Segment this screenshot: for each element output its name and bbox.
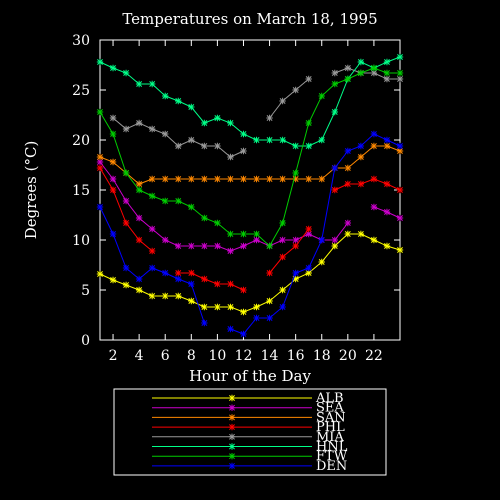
x-tick-label: 4 <box>135 348 144 364</box>
legend-marker-den <box>228 462 236 470</box>
x-tick-label: 14 <box>261 348 279 364</box>
series-line-ftw <box>99 67 400 247</box>
data-point-phl <box>305 225 312 233</box>
series-alb <box>96 230 404 316</box>
x-tick-label: 12 <box>235 348 253 364</box>
legend-item-phl: PHL <box>152 420 345 435</box>
series-line-den <box>230 133 401 335</box>
x-axis-label: Hour of the Day <box>189 367 311 385</box>
series-line-mia <box>269 78 310 119</box>
series-sea <box>96 158 404 255</box>
series-line-sea <box>99 161 349 252</box>
legend-marker-phl <box>228 423 236 431</box>
series-ftw <box>96 64 404 250</box>
y-tick-label: 5 <box>81 283 90 299</box>
series-mia <box>109 64 404 161</box>
data-point-mia <box>240 147 247 155</box>
data-point-mia <box>305 75 312 83</box>
chart-title: Temperatures on March 18, 1995 <box>122 10 377 28</box>
series-line-hnl <box>99 56 401 147</box>
series-layer <box>96 53 404 338</box>
series-line-mia <box>334 67 400 80</box>
series-line-phl <box>99 167 153 252</box>
data-point-phl <box>331 186 338 194</box>
legend-item-mia: MIA <box>152 430 344 445</box>
legend-label-den: DEN <box>316 459 347 474</box>
legend-label-hnl: HNL <box>316 440 348 455</box>
legend-item-sea: SEA <box>152 401 344 416</box>
legend-label-alb: ALB <box>315 391 344 406</box>
y-tick-label: 15 <box>72 183 90 199</box>
data-point-den <box>201 319 208 327</box>
data-point-phl <box>240 286 247 294</box>
series-line-phl <box>334 178 401 191</box>
legend-marker-sea <box>228 404 236 411</box>
y-tick-label: 20 <box>72 133 90 149</box>
legend-label-ftw: FTW <box>316 449 348 464</box>
y-tick-label: 30 <box>72 33 90 49</box>
series-san <box>96 142 404 188</box>
series-line-san <box>99 145 401 185</box>
series-line-alb <box>99 233 401 313</box>
x-tick-label: 22 <box>365 348 383 364</box>
series-phl <box>96 164 404 294</box>
x-axis: 2 4 6 8 10 12 14 16 18 20 22 <box>109 40 383 364</box>
legend-marker-mia <box>228 433 236 440</box>
legend-label-mia: MIA <box>316 430 344 445</box>
data-point-phl <box>266 269 273 277</box>
x-tick-label: 2 <box>109 348 118 364</box>
legend <box>113 388 387 476</box>
data-point-mia <box>266 114 273 122</box>
x-tick-label: 6 <box>161 348 170 364</box>
series-line-den <box>99 206 205 324</box>
series-line-phl <box>178 272 244 291</box>
legend-marker-san <box>228 414 236 421</box>
y-tick-label: 10 <box>72 233 90 249</box>
x-tick-label: 20 <box>339 348 357 364</box>
legend-marker-ftw <box>228 453 236 460</box>
data-point-phl <box>148 247 156 255</box>
series-line-phl <box>269 228 310 274</box>
plot-frame <box>99 39 401 341</box>
x-tick-label: 8 <box>187 348 196 364</box>
y-tick-label: 0 <box>81 333 90 349</box>
y-tick-label: 25 <box>72 83 90 99</box>
x-tick-label: 18 <box>313 348 331 364</box>
legend-label-phl: PHL <box>316 420 345 435</box>
legend-item-den: DEN <box>152 459 347 474</box>
legend-label-san: SAN <box>316 410 346 425</box>
legend-marker-hnl <box>228 443 236 450</box>
legend-label-sea: SEA <box>316 401 344 416</box>
legend-marker-alb <box>228 394 236 402</box>
data-point-mia <box>109 114 117 122</box>
series-den <box>96 130 404 338</box>
series-line-sea <box>373 206 401 219</box>
x-tick-label: 10 <box>208 348 226 364</box>
legend-item-alb: ALB <box>152 391 344 406</box>
y-axis: 0 5 10 15 20 25 30 <box>72 33 400 349</box>
data-point-mia <box>331 69 338 77</box>
y-axis-label: Degrees (°C) <box>22 141 40 240</box>
legend-item-san: SAN <box>152 410 346 425</box>
legend-item-hnl: HNL <box>152 440 348 455</box>
x-tick-label: 16 <box>287 348 305 364</box>
series-line-mia <box>112 117 244 158</box>
legend-item-ftw: FTW <box>152 449 348 464</box>
series-hnl <box>96 53 404 150</box>
data-point-sea <box>370 203 378 211</box>
